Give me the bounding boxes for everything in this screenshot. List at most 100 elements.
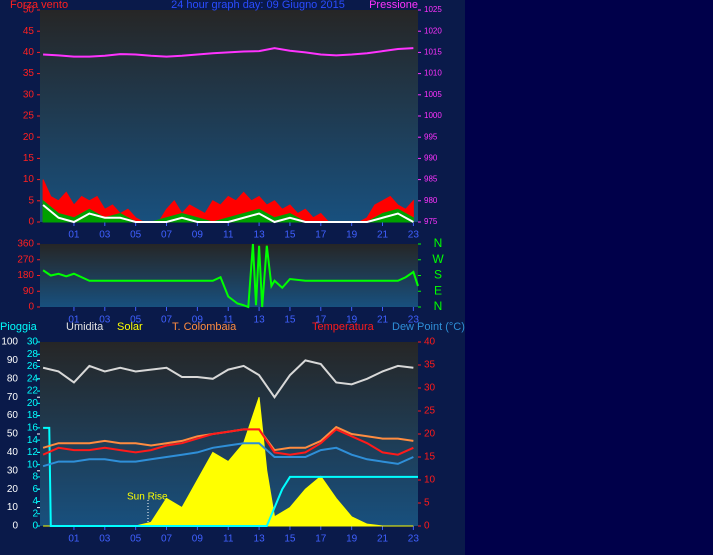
y-tick-label: 16 (27, 423, 39, 434)
x-tick-label: 11 (223, 315, 234, 326)
x-tick-label: 09 (192, 230, 204, 241)
y-tick-label: 28 (27, 349, 39, 360)
y-tick-label: 180 (17, 270, 34, 281)
y-tick-label: 50 (23, 5, 35, 16)
y-tick-label: 995 (424, 132, 438, 141)
y-tick-label: 30 (23, 89, 35, 100)
x-tick-label: 03 (99, 534, 111, 545)
plot-area (40, 10, 418, 222)
y-tick-label: 1025 (424, 5, 442, 14)
x-tick-label: 01 (68, 315, 80, 326)
chart-title: 24 hour graph day: 09 Giugno 2015 (171, 0, 345, 11)
y-tick-label: 10 (424, 475, 436, 486)
x-tick-label: 21 (377, 534, 389, 545)
y-tick-label: 45 (23, 26, 35, 37)
x-tick-label: 07 (161, 230, 173, 241)
y-tick-label: 1010 (424, 69, 442, 78)
y-tick-label: 0 (28, 302, 34, 313)
y-tick-label: 35 (23, 68, 35, 79)
x-tick-label: 13 (254, 315, 266, 326)
legend-entry: Temperatura (312, 321, 375, 333)
y-tick-label: 0 (424, 521, 430, 532)
x-tick-label: 17 (315, 230, 327, 241)
y-tick-label: 6 (32, 484, 38, 495)
x-tick-label: 07 (161, 315, 173, 326)
x-tick-label: 17 (315, 315, 327, 326)
series-line (42, 428, 414, 456)
y-tick-label: 990 (424, 154, 438, 163)
y-tick-label: 30 (7, 465, 19, 476)
y-tick-label: 22 (27, 386, 39, 397)
series-label: Pressione (369, 0, 418, 11)
y-tick-label: W (432, 252, 444, 266)
y-tick-label: 980 (424, 196, 438, 205)
x-tick-label: 01 (68, 230, 80, 241)
series-line (42, 442, 414, 468)
x-tick-label: 21 (377, 315, 389, 326)
series-area (42, 179, 414, 223)
series-line (43, 426, 418, 527)
y-tick-label: 20 (424, 429, 436, 440)
x-tick-label: 17 (315, 534, 327, 545)
y-tick-label: 4 (32, 496, 38, 507)
y-tick-label: S (434, 268, 442, 282)
y-tick-label: 10 (23, 174, 35, 185)
y-tick-label: N (434, 236, 443, 250)
series-line (42, 243, 419, 309)
y-tick-label: 30 (424, 383, 436, 394)
y-tick-label: 60 (7, 410, 19, 421)
series-label: Forza vento (10, 0, 68, 11)
legend-entry: Dew Point (°C) (392, 321, 465, 333)
y-tick-label: 985 (424, 175, 438, 184)
y-tick-label: 15 (23, 153, 35, 164)
y-tick-label: E (434, 283, 442, 297)
x-tick-label: 09 (192, 534, 204, 545)
x-tick-label: 05 (130, 315, 142, 326)
y-tick-label: 1020 (424, 26, 442, 35)
y-tick-label: 18 (27, 410, 39, 421)
x-tick-label: 07 (161, 534, 173, 545)
x-tick-label: 09 (192, 315, 204, 326)
x-tick-label: 15 (284, 534, 296, 545)
x-tick-label: 05 (130, 534, 142, 545)
y-tick-label: 30 (27, 337, 39, 348)
y-tick-label: 12 (27, 447, 39, 458)
y-tick-label: 270 (17, 254, 34, 265)
y-tick-label: 0 (12, 521, 18, 532)
y-tick-label: 975 (424, 217, 438, 226)
y-tick-label: 90 (23, 286, 35, 297)
x-tick-label: 23 (408, 534, 420, 545)
y-tick-label: 1005 (424, 90, 442, 99)
y-tick-label: 80 (7, 373, 19, 384)
x-tick-label: 15 (284, 230, 296, 241)
y-tick-label: 90 (7, 355, 19, 366)
y-tick-label: 40 (7, 447, 19, 458)
y-tick-label: 2 (32, 508, 38, 519)
x-tick-label: 03 (99, 230, 111, 241)
annotation: Sun Rise (127, 492, 168, 503)
y-tick-label: 1015 (424, 48, 442, 57)
y-tick-label: N (434, 299, 443, 313)
x-tick-label: 13 (254, 230, 266, 241)
x-tick-label: 11 (223, 534, 234, 545)
y-tick-label: 70 (7, 392, 19, 403)
y-tick-label: 20 (27, 398, 39, 409)
x-tick-label: 19 (346, 230, 358, 241)
x-tick-label: 03 (99, 315, 111, 326)
y-tick-label: 50 (7, 429, 19, 440)
x-tick-label: 19 (346, 315, 358, 326)
y-tick-label: 15 (424, 452, 436, 463)
series-line (42, 359, 414, 399)
legend-entry: Pioggia (0, 321, 38, 333)
y-tick-label: 0 (32, 521, 38, 532)
y-tick-label: 8 (32, 472, 38, 483)
y-tick-label: 20 (7, 484, 19, 495)
y-tick-label: 24 (27, 373, 39, 384)
y-tick-label: 0 (28, 217, 34, 228)
y-tick-label: 20 (23, 132, 35, 143)
y-tick-label: 5 (424, 498, 430, 509)
y-tick-label: 360 (17, 239, 34, 250)
y-tick-label: 1000 (424, 111, 442, 120)
y-tick-label: 40 (424, 337, 436, 348)
y-tick-label: 10 (27, 459, 39, 470)
